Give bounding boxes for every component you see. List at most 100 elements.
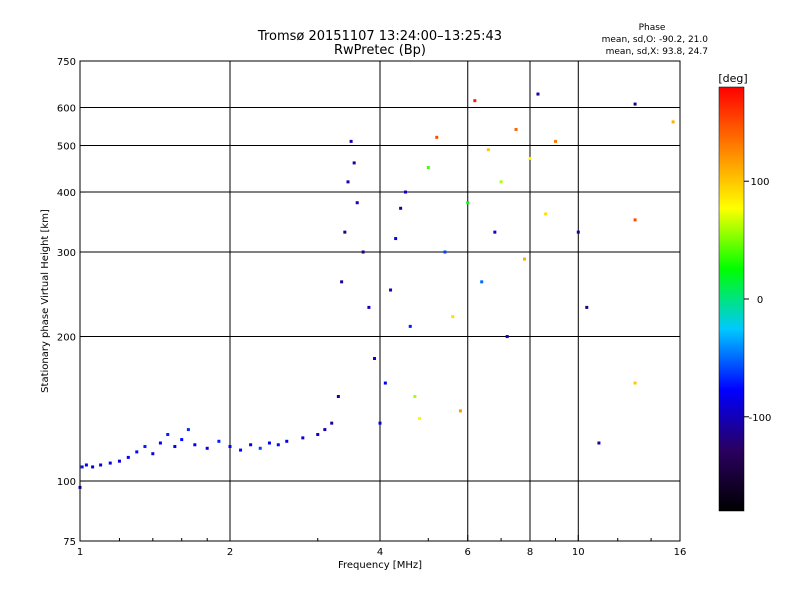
data-point [378,421,382,425]
data-point [143,445,147,449]
x-tick-label: 2 [227,547,233,558]
y-axis-label: Stationary phase Virtual Height [km] [40,209,51,393]
data-point [528,156,532,160]
data-point [193,443,197,447]
data-point [597,441,601,445]
data-point [466,201,470,205]
data-point [499,180,503,184]
data-point [443,250,447,254]
data-point [403,190,407,194]
data-point [493,230,497,234]
y-tick-label: 500 [57,142,76,153]
data-point [99,463,103,467]
data-point [576,230,580,234]
data-point [544,212,548,216]
data-point [336,395,340,399]
data-point [323,428,327,432]
y-tick-label: 75 [63,537,76,548]
data-point [514,127,518,131]
phase-stats-x: mean, sd,X: 93.8, 24.7 [606,47,708,57]
data-point [505,335,509,339]
data-point [330,421,334,425]
chart-subtitle: RwPretec (Bp) [334,43,426,58]
data-point [285,439,289,443]
data-point [205,446,209,450]
colorbar-tick-label: 100 [750,177,769,188]
x-tick-label: 4 [377,547,383,558]
y-tick-label: 600 [57,104,76,115]
data-point [91,465,95,469]
data-point [180,438,184,442]
y-tick-label: 400 [57,188,76,199]
grid-lines [80,61,680,541]
data-point [633,381,637,385]
data-point [346,180,350,184]
data-point [301,436,305,440]
colorbar-tick-label: -100 [749,413,772,424]
colorbar-tick-label: 0 [757,295,763,306]
data-point [536,92,540,96]
y-tick-label: 750 [57,57,76,68]
data-point [249,443,253,447]
data-point [671,120,675,124]
chart-title: Tromsø 20151107 13:24:00–13:25:43 [257,29,502,44]
data-point [108,461,112,465]
x-ticks: 1 2 4 6 8 10 16 [77,535,687,558]
data-point [389,288,393,292]
data-point [361,250,365,254]
data-point [117,459,121,463]
data-point [486,148,490,152]
data-point [80,465,84,469]
data-point [343,230,347,234]
x-tick-label: 6 [465,547,471,558]
data-point [383,381,387,385]
data-point [355,201,359,205]
y-ticks: 75 100 200 300 400 500 600 750 [57,57,86,548]
y-tick-label: 200 [57,333,76,344]
data-point [480,280,484,284]
y-tick-label: 100 [57,477,76,488]
data-point [408,324,412,328]
data-point [166,433,170,437]
data-point [451,315,455,319]
y-tick-label: 300 [57,248,76,259]
data-point [349,139,353,143]
data-point [417,416,421,420]
data-point [435,135,439,139]
data-point [135,450,139,454]
data-point [473,99,477,103]
data-point [173,445,177,449]
data-point [186,428,190,432]
colorbar [718,86,745,512]
x-tick-label: 1 [77,547,83,558]
x-tick-label: 16 [674,547,687,558]
data-point [399,206,403,210]
phase-stats-o: mean, sd,O: -90.2, 21.0 [602,35,709,45]
data-point [267,441,271,445]
data-point [523,257,527,261]
colorbar-ticks: 100 0 -100 [744,177,771,424]
data-point [413,395,417,399]
data-point [228,445,232,449]
data-point [151,452,155,456]
data-point [373,356,377,360]
data-point [239,448,243,452]
data-point [276,443,280,447]
data-point [258,446,262,450]
data-point [553,139,557,143]
colorbar-label: [deg] [718,72,747,85]
data-point [158,441,162,445]
x-tick-label: 8 [527,547,533,558]
data-point [585,305,589,309]
data-point [217,439,221,443]
data-point [340,280,344,284]
data-point [352,161,356,165]
data-point [316,433,320,437]
data-point [426,165,430,169]
data-points [78,92,675,489]
phase-stats-heading: Phase [639,23,666,33]
data-point [394,237,398,241]
data-point [633,218,637,222]
x-tick-label: 10 [572,547,585,558]
